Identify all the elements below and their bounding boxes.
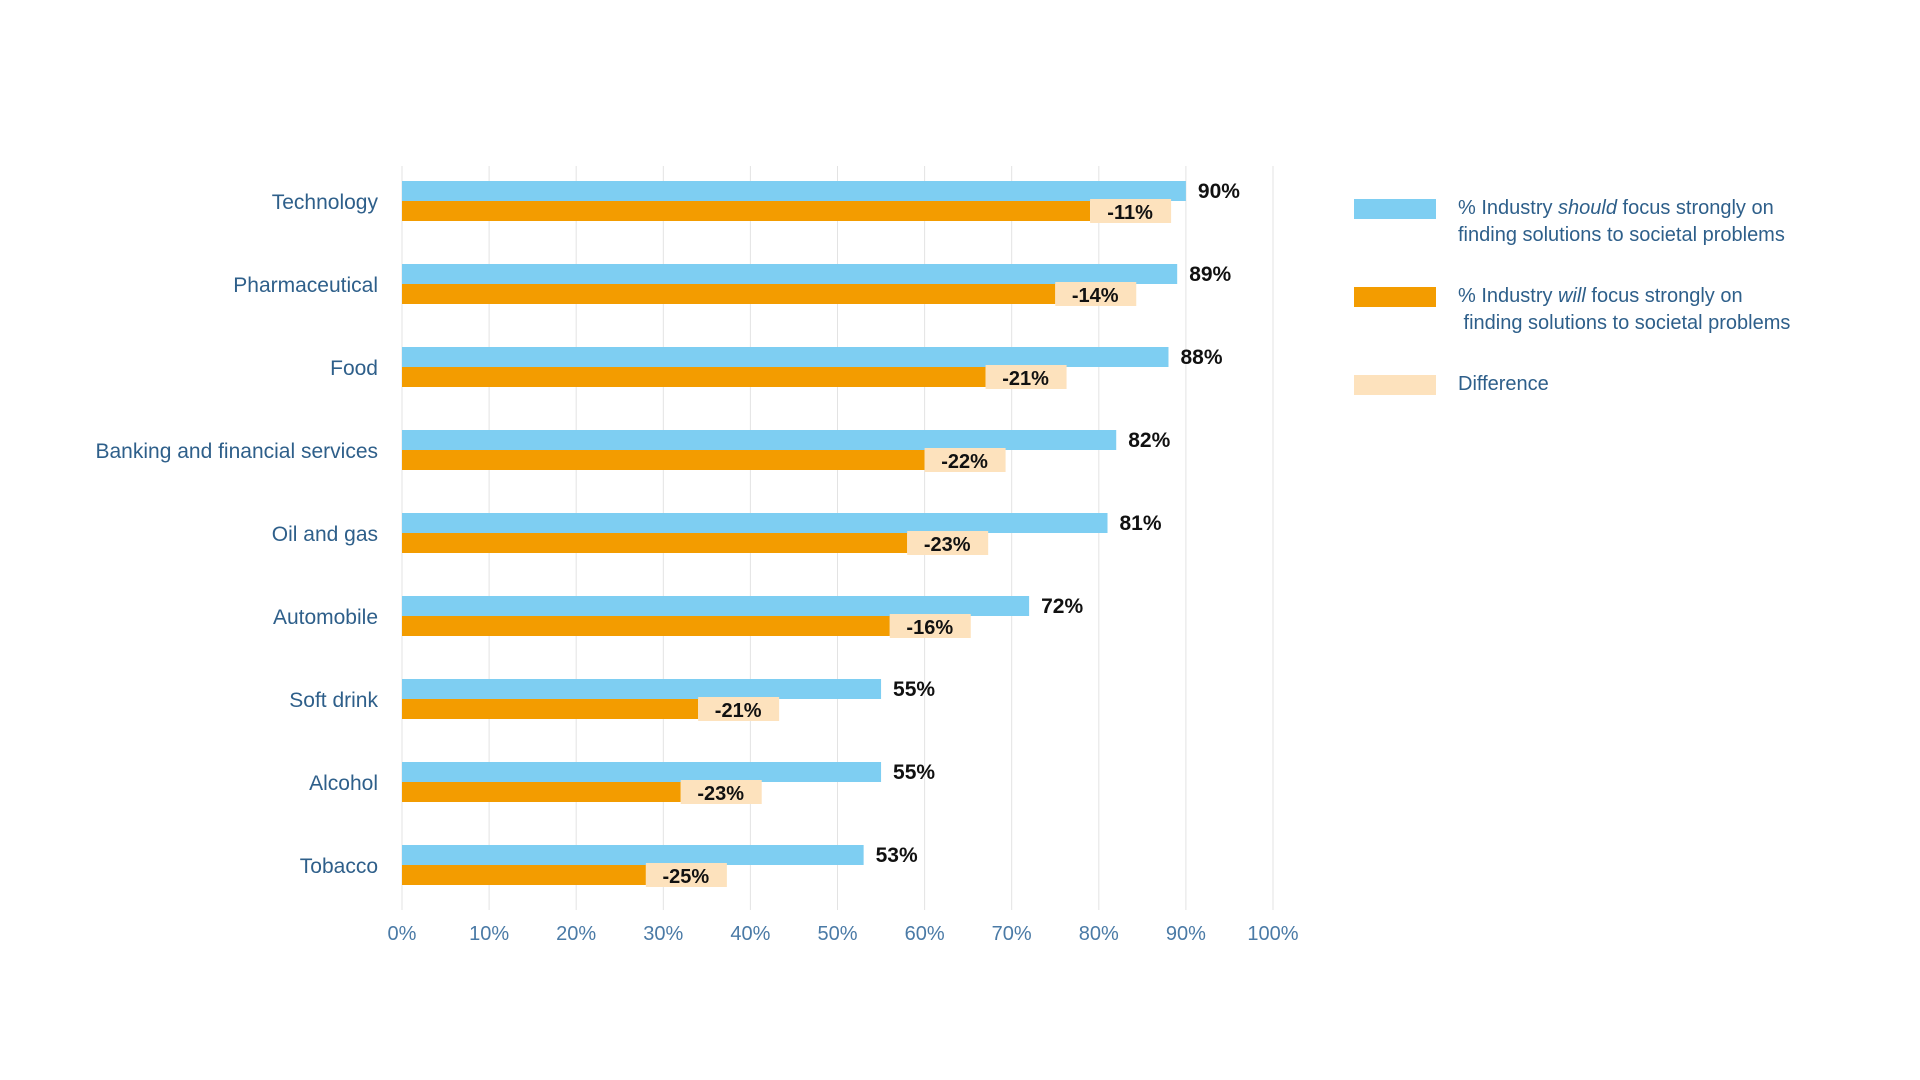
category-label: Food (330, 357, 378, 380)
category-label: Banking and financial services (96, 440, 379, 463)
legend-emphasis: will (1558, 285, 1586, 307)
bar-will (402, 201, 1091, 221)
x-tick-label: 10% (469, 923, 509, 945)
legend-swatch-should (1354, 199, 1436, 219)
bar-should (402, 596, 1030, 616)
x-tick-label: 70% (992, 923, 1032, 945)
value-label: 55% (893, 761, 935, 784)
x-tick-label: 100% (1247, 923, 1298, 945)
legend-text: % Industry (1458, 285, 1559, 307)
x-tick-label: 50% (817, 923, 857, 945)
bar-will (402, 782, 681, 802)
category-label: Tobacco (300, 855, 378, 878)
value-label: 82% (1128, 429, 1170, 452)
difference-label: -23% (697, 783, 744, 805)
legend: % Industry should focus strongly on findi… (1354, 195, 1874, 432)
difference-box (1090, 199, 1172, 223)
value-label: 81% (1120, 512, 1162, 535)
value-label: 89% (1189, 263, 1231, 286)
difference-box (924, 448, 1006, 472)
legend-text: % Industry (1458, 197, 1559, 219)
bar-will (402, 284, 1056, 304)
bar-should (402, 430, 1117, 450)
bar-should (402, 679, 882, 699)
bar-will (402, 450, 925, 470)
difference-label: -11% (1107, 202, 1153, 224)
difference-box (645, 863, 727, 887)
legend-text: focus strongly on (1616, 197, 1774, 219)
bar-will (402, 533, 908, 553)
category-label: Technology (272, 191, 379, 214)
category-label: Alcohol (309, 772, 378, 795)
difference-label: -25% (663, 866, 710, 888)
bar-will (402, 865, 646, 885)
x-tick-label: 30% (643, 923, 683, 945)
bar-should (402, 347, 1169, 367)
difference-label: -22% (941, 451, 988, 473)
difference-box (698, 697, 780, 721)
difference-label: -21% (1002, 368, 1049, 390)
x-tick-label: 40% (730, 923, 770, 945)
x-tick-label: 0% (388, 923, 417, 945)
legend-item-difference: Difference (1354, 371, 1874, 398)
bar-will (402, 367, 986, 387)
difference-box (889, 614, 971, 638)
bar-should (402, 513, 1108, 533)
legend-swatch-difference (1354, 375, 1436, 395)
category-label: Pharmaceutical (233, 274, 378, 297)
legend-swatch-will (1354, 287, 1436, 307)
value-label: 53% (876, 844, 918, 867)
category-label: Automobile (273, 606, 378, 629)
value-label: 88% (1180, 346, 1222, 369)
legend-text: Difference (1458, 373, 1549, 395)
legend-emphasis: should (1558, 197, 1617, 219)
difference-label: -14% (1072, 285, 1119, 307)
x-tick-label: 90% (1166, 923, 1206, 945)
difference-box (985, 365, 1067, 389)
category-label: Oil and gas (272, 523, 378, 546)
bar-will (402, 616, 890, 636)
value-label: 55% (893, 678, 935, 701)
difference-box (680, 780, 762, 804)
bar-should (402, 845, 864, 865)
difference-label: -23% (924, 534, 971, 556)
legend-text: finding solutions to societal problems (1458, 224, 1785, 246)
category-label: Soft drink (289, 689, 378, 712)
bar-should (402, 264, 1178, 284)
x-tick-label: 80% (1079, 923, 1119, 945)
value-label: 72% (1041, 595, 1083, 618)
bar-will (402, 699, 699, 719)
legend-text: focus strongly on (1585, 285, 1743, 307)
legend-text: finding solutions to societal problems (1458, 312, 1791, 334)
difference-label: -21% (715, 700, 762, 722)
bar-should (402, 762, 882, 782)
x-tick-label: 60% (905, 923, 945, 945)
legend-item-should: % Industry should focus strongly on findi… (1354, 195, 1874, 249)
bar-should (402, 181, 1186, 201)
difference-box (907, 531, 989, 555)
x-tick-label: 20% (556, 923, 596, 945)
value-label: 90% (1198, 180, 1240, 203)
legend-item-will: % Industry will focus strongly on findin… (1354, 283, 1874, 337)
difference-label: -16% (906, 617, 953, 639)
difference-box (1055, 282, 1137, 306)
